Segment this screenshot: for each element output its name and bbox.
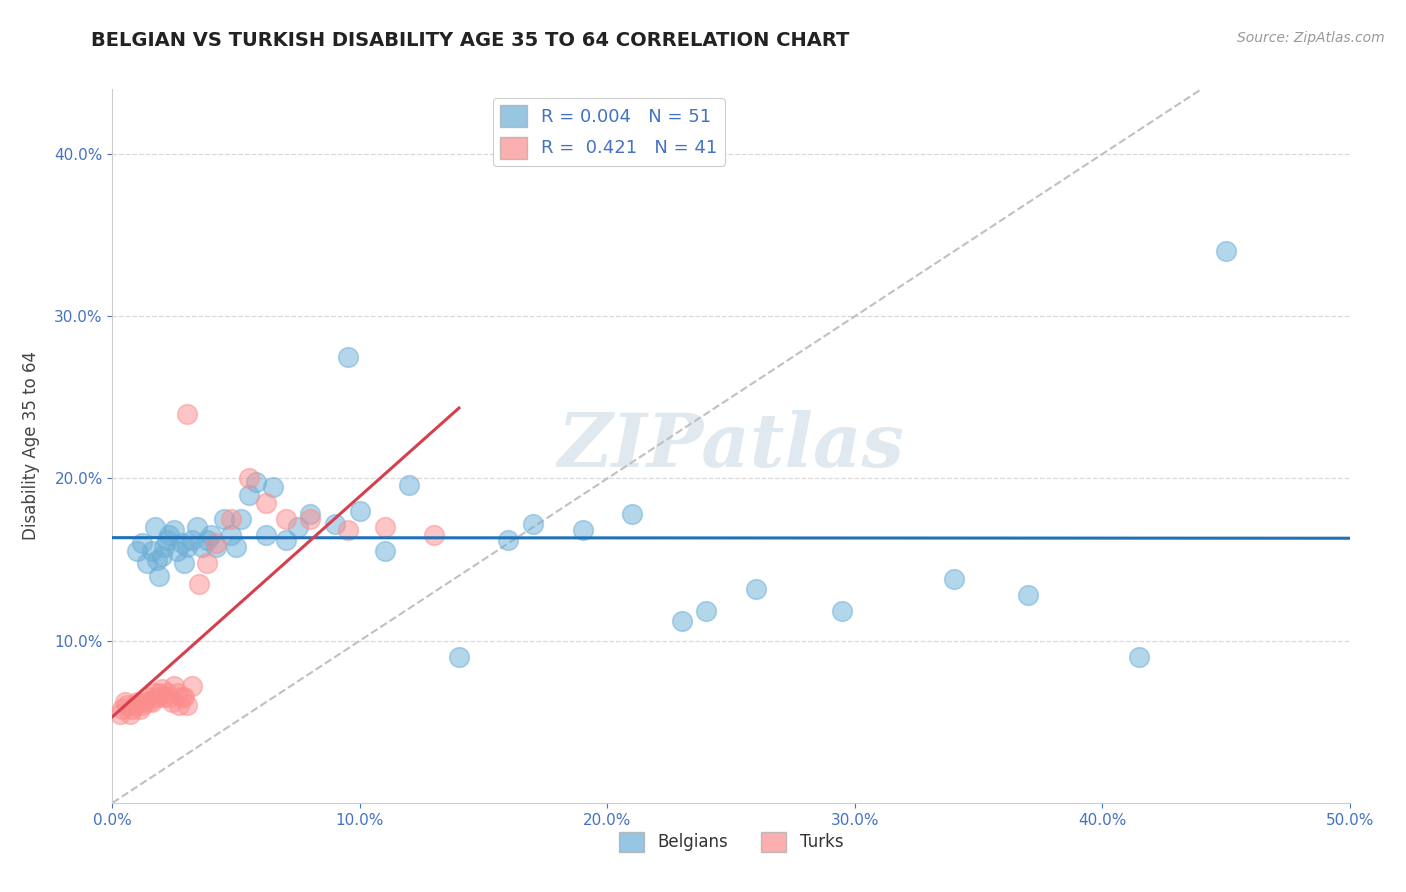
Point xyxy=(141,695,163,709)
Point xyxy=(621,507,644,521)
Point xyxy=(143,685,166,699)
Point xyxy=(219,512,242,526)
Point xyxy=(238,471,260,485)
Point xyxy=(423,528,446,542)
Point xyxy=(153,690,176,705)
Point xyxy=(200,528,222,542)
Point xyxy=(238,488,260,502)
Text: Source: ZipAtlas.com: Source: ZipAtlas.com xyxy=(1237,31,1385,45)
Point xyxy=(150,682,173,697)
Point xyxy=(522,516,544,531)
Point xyxy=(190,540,212,554)
Point xyxy=(831,604,853,618)
Point xyxy=(695,604,717,618)
Point xyxy=(114,695,136,709)
Point xyxy=(1128,649,1150,664)
Point xyxy=(374,544,396,558)
Point xyxy=(138,693,160,707)
Point xyxy=(118,706,141,721)
Point xyxy=(254,528,277,542)
Point xyxy=(323,516,346,531)
Point xyxy=(498,533,520,547)
Point xyxy=(163,679,186,693)
Point xyxy=(245,475,267,489)
Point xyxy=(150,549,173,564)
Point xyxy=(163,524,186,538)
Point xyxy=(571,524,593,538)
Point xyxy=(108,706,131,721)
Point xyxy=(128,702,150,716)
Point xyxy=(349,504,371,518)
Point xyxy=(170,690,193,705)
Point xyxy=(231,512,253,526)
Point xyxy=(180,679,202,693)
Point xyxy=(205,540,228,554)
Point xyxy=(186,520,208,534)
Point xyxy=(157,528,180,542)
Point xyxy=(166,685,188,699)
Point xyxy=(146,552,169,566)
Point xyxy=(157,690,180,705)
Point xyxy=(153,540,176,554)
Point xyxy=(195,556,218,570)
Point xyxy=(136,556,159,570)
Point xyxy=(671,614,693,628)
Point xyxy=(212,512,235,526)
Point xyxy=(127,695,149,709)
Point xyxy=(169,698,191,713)
Point xyxy=(134,695,156,709)
Point xyxy=(124,698,146,713)
Text: ZIPatlas: ZIPatlas xyxy=(558,409,904,483)
Point xyxy=(225,540,247,554)
Y-axis label: Disability Age 35 to 64: Disability Age 35 to 64 xyxy=(22,351,41,541)
Point xyxy=(188,577,211,591)
Point xyxy=(160,695,183,709)
Point xyxy=(274,533,297,547)
Point xyxy=(254,496,277,510)
Text: BELGIAN VS TURKISH DISABILITY AGE 35 TO 64 CORRELATION CHART: BELGIAN VS TURKISH DISABILITY AGE 35 TO … xyxy=(91,31,849,50)
Point xyxy=(219,528,242,542)
Point xyxy=(176,407,198,421)
Point xyxy=(141,544,163,558)
Point xyxy=(745,582,768,596)
Point xyxy=(274,512,297,526)
Point xyxy=(1215,244,1237,259)
Legend: Belgians, Turks: Belgians, Turks xyxy=(612,825,851,859)
Point xyxy=(131,536,153,550)
Point xyxy=(146,690,169,705)
Point xyxy=(336,350,359,364)
Point xyxy=(173,690,195,705)
Point xyxy=(262,479,284,493)
Point xyxy=(131,698,153,713)
Point xyxy=(111,702,134,716)
Point xyxy=(170,536,193,550)
Point xyxy=(148,568,170,582)
Point xyxy=(173,556,195,570)
Point xyxy=(287,520,309,534)
Point xyxy=(205,536,228,550)
Point xyxy=(176,698,198,713)
Point xyxy=(195,533,218,547)
Point xyxy=(447,649,470,664)
Point xyxy=(299,512,322,526)
Point xyxy=(374,520,396,534)
Point xyxy=(299,507,322,521)
Point xyxy=(336,524,359,538)
Point xyxy=(156,685,179,699)
Point xyxy=(136,690,159,705)
Point xyxy=(176,540,198,554)
Point xyxy=(166,544,188,558)
Point xyxy=(180,533,202,547)
Point xyxy=(148,685,170,699)
Point xyxy=(143,520,166,534)
Point xyxy=(117,698,139,713)
Point xyxy=(398,478,420,492)
Point xyxy=(942,572,965,586)
Point xyxy=(121,702,143,716)
Point xyxy=(127,544,149,558)
Point xyxy=(1017,588,1039,602)
Point xyxy=(156,533,179,547)
